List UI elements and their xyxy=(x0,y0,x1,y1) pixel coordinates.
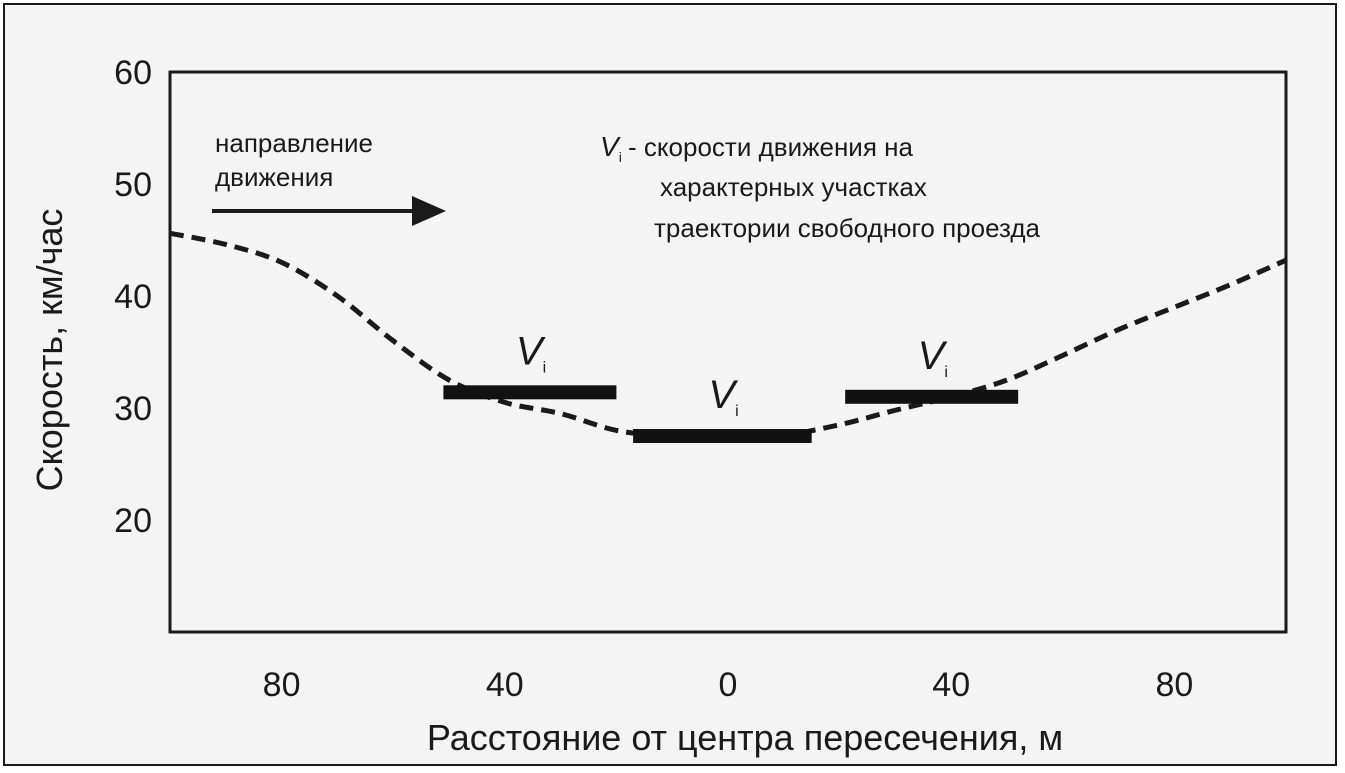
legend-background xyxy=(592,122,1162,246)
direction-arrow-icon xyxy=(212,196,446,226)
direction-label-line-1: направление xyxy=(215,128,373,158)
legend-line-3: траектории свободного проезда xyxy=(654,213,1041,243)
speed-segments-layer: Vi Vi Vi xyxy=(443,329,1019,443)
speed-segment-bar xyxy=(443,385,617,400)
x-axis-label: Расстояние от центра пересечения, м xyxy=(427,717,1063,758)
tick-labels-layer: 20 30 40 50 60 80 40 0 40 80 xyxy=(114,54,1193,704)
y-tick-label: 40 xyxy=(114,278,152,316)
speed-segment-bar xyxy=(633,429,812,443)
speed-segment-label: Vi xyxy=(708,373,738,420)
x-tick-label: 0 xyxy=(719,666,738,704)
x-tick-label: 40 xyxy=(932,666,970,704)
x-tick-label: 80 xyxy=(1155,666,1193,704)
speed-segment-label: Vi xyxy=(516,329,546,376)
y-tick-label: 20 xyxy=(114,502,152,540)
x-tick-label: 40 xyxy=(486,666,524,704)
plot-border xyxy=(168,70,1288,634)
speed-segment-label: Vi xyxy=(918,334,948,381)
annotation-background xyxy=(208,120,426,200)
x-tick-label: 80 xyxy=(263,666,301,704)
y-axis-label: Скорость, км/час xyxy=(29,209,70,492)
speed-segment-bar xyxy=(845,389,1019,404)
legend-line-1: - скорости движения на xyxy=(628,132,913,162)
direction-label-line-2: движения xyxy=(215,162,333,192)
legend-line-2: характерных участках xyxy=(660,172,927,202)
y-tick-label: 60 xyxy=(114,54,152,92)
y-tick-label: 30 xyxy=(114,390,152,428)
y-tick-label: 50 xyxy=(114,166,152,204)
legend-symbol: Vi xyxy=(600,131,622,165)
